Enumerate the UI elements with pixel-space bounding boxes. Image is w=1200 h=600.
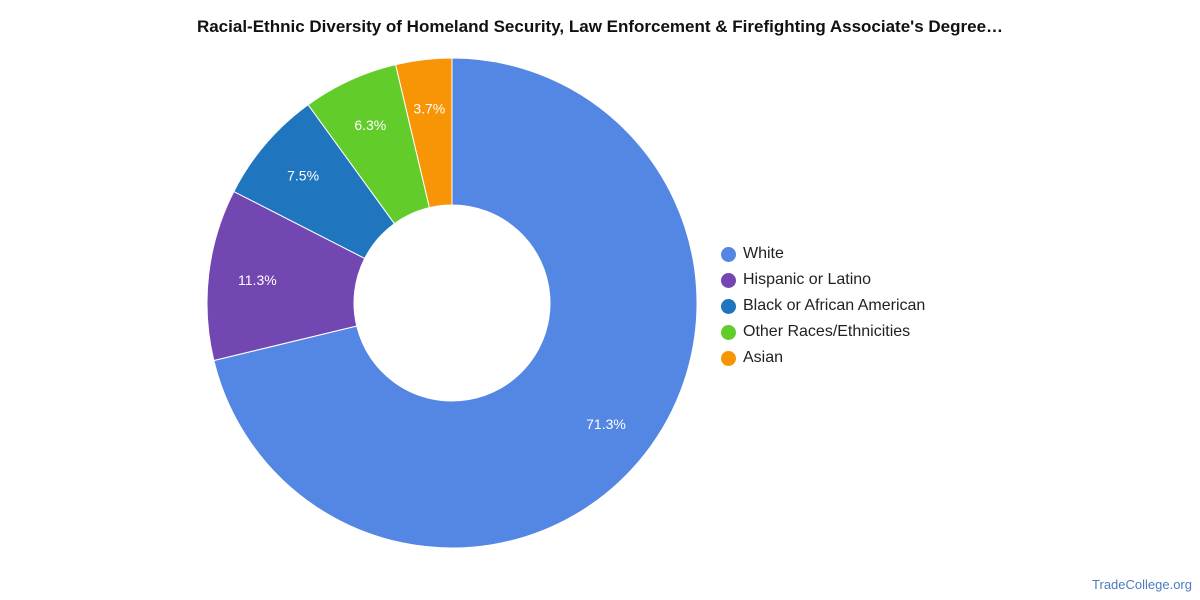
- legend-label: Hispanic or Latino: [743, 271, 872, 288]
- legend-item-black-or-african-american[interactable]: Black or African American: [721, 293, 925, 319]
- legend: White Hispanic or Latino Black or African …: [721, 241, 925, 371]
- chart-title: Racial-Ethnic Diversity of Homeland Secu…: [196, 17, 1004, 36]
- legend-item-asian[interactable]: Asian: [721, 345, 925, 371]
- legend-label: Other Races/Ethnicities: [743, 323, 911, 340]
- legend-item-hispanic-or-latino[interactable]: Hispanic or Latino: [721, 267, 925, 293]
- slice-label-white: 71.3%: [586, 416, 626, 432]
- slice-label-hispanic-or-latino: 11.3%: [238, 272, 277, 288]
- slice-labels-group: 71.3% 11.3% 7.5% 6.3% 3.7%: [238, 100, 626, 432]
- legend-item-white[interactable]: White: [721, 241, 925, 267]
- legend-label: Black or African American: [743, 297, 926, 314]
- slice-asian[interactable]: [395, 57, 453, 209]
- legend-swatch-icon: [721, 350, 736, 366]
- slice-label-other-races-ethnicities: 6.3%: [354, 117, 386, 133]
- legend-swatch-icon: [721, 324, 736, 340]
- legend-item-other-races-ethnicities[interactable]: Other Races/Ethnicities: [721, 319, 925, 345]
- legend-swatch-icon: [721, 246, 736, 262]
- legend-label: Asian: [743, 349, 784, 366]
- legend-swatch-icon: [721, 298, 736, 314]
- slice-label-asian: 3.7%: [413, 100, 445, 116]
- slice-label-black-or-african-american: 7.5%: [287, 168, 319, 184]
- slice-white[interactable]: [213, 57, 698, 549]
- slice-hispanic-or-latino[interactable]: [206, 190, 366, 362]
- source-credit[interactable]: TradeCollege.org: [1092, 577, 1192, 592]
- legend-swatch-icon: [721, 272, 736, 288]
- slices-group: [206, 57, 698, 549]
- legend-label: White: [743, 245, 784, 262]
